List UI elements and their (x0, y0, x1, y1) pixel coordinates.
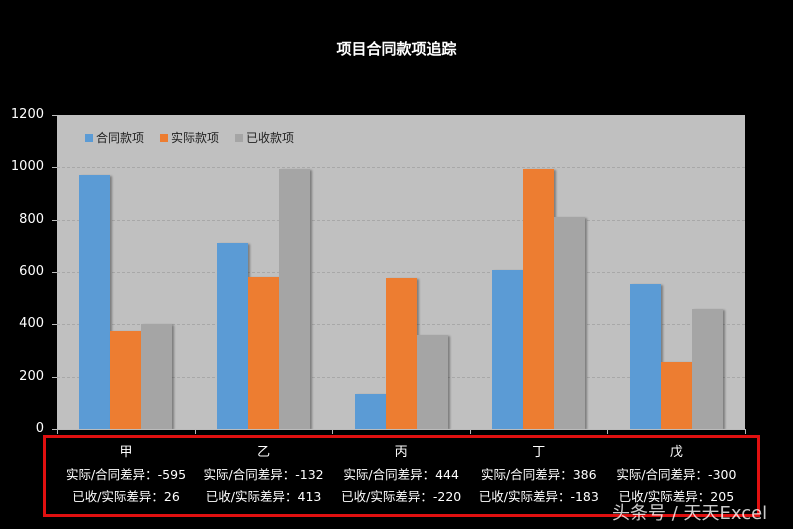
legend-label: 合同款项 (96, 131, 145, 145)
difference-annotation: 已收/实际差异：413 (205, 489, 322, 504)
y-tick-label: 200 (19, 368, 44, 384)
gridline (57, 167, 745, 169)
x-tick-mark (745, 429, 746, 434)
category-column: 丙实际/合同差异：444 已收/实际差异：-220 (332, 442, 470, 508)
legend-item: 合同款项 (85, 129, 144, 146)
category-column: 乙实际/合同差异：-132 已收/实际差异：413 (195, 442, 333, 508)
bar-丁-合同款项 (492, 269, 524, 429)
bar-甲-已收款项 (141, 324, 173, 429)
legend-swatch-icon (85, 133, 93, 142)
x-tick-mark (607, 429, 609, 434)
y-tick-label: 800 (19, 211, 44, 227)
x-category-label: 丁 (532, 445, 546, 460)
category-column: 丁实际/合同差异：386 已收/实际差异：-183 (470, 442, 608, 508)
difference-annotation: 实际/合同差异：386 (481, 467, 597, 482)
difference-annotation: 实际/合同差异：-300 (616, 467, 737, 482)
bar-戊-已收款项 (691, 308, 723, 429)
x-category-label: 戊 (669, 445, 683, 460)
bar-丙-已收款项 (416, 335, 448, 429)
x-axis-line (57, 429, 745, 430)
legend-swatch-icon (160, 133, 169, 142)
x-tick-mark (194, 429, 196, 434)
x-tick-mark (332, 429, 334, 434)
y-tick-label: 1200 (10, 107, 44, 122)
legend-item: 实际款项 (160, 129, 219, 146)
bar-丁-已收款项 (554, 216, 586, 429)
legend-item: 已收款项 (235, 129, 294, 146)
plot-area: 合同款项 实际款项 已收款项 (57, 115, 745, 429)
y-tick-mark (52, 115, 57, 116)
chart-title: 项目合同款项追踪 (336, 40, 457, 58)
x-category-label: 乙 (257, 445, 271, 460)
y-tick-label: 0 (35, 421, 44, 436)
difference-annotation: 已收/实际差异：-183 (478, 489, 599, 504)
difference-annotation: 实际/合同差异：-595 (65, 467, 187, 482)
difference-annotation: 已收/实际差异：205 (618, 489, 735, 504)
x-category-label: 丙 (394, 445, 408, 460)
x-tick-mark (57, 429, 58, 434)
bar-甲-合同款项 (79, 175, 111, 429)
y-tick-mark (52, 272, 57, 273)
y-tick-mark (52, 429, 57, 430)
x-category-label: 甲 (119, 445, 133, 460)
bar-乙-合同款项 (216, 242, 248, 429)
difference-annotation: 已收/实际差异：-220 (341, 489, 462, 504)
category-column: 甲实际/合同差异：-595 已收/实际差异：26 (57, 442, 195, 508)
category-column: 戊实际/合同差异：-300 已收/实际差异：205 (607, 442, 745, 508)
y-tick-label: 1000 (10, 159, 44, 175)
bar-乙-实际款项 (247, 277, 279, 429)
legend: 合同款项 实际款项 已收款项 (85, 129, 294, 146)
difference-annotation: 实际/合同差异：-132 (203, 467, 324, 482)
y-tick-label: 600 (19, 264, 44, 279)
legend-label: 实际款项 (171, 131, 220, 145)
watermark: 头条号 / 天天Excel (612, 503, 768, 524)
bar-戊-实际款项 (660, 362, 692, 429)
x-tick-mark (469, 429, 471, 434)
bar-甲-实际款项 (110, 330, 142, 429)
gridline (57, 219, 745, 221)
y-tick-mark (52, 376, 57, 378)
bar-乙-已收款项 (278, 169, 310, 429)
legend-swatch-icon (235, 133, 244, 142)
legend-label: 已收款项 (246, 131, 295, 145)
y-tick-mark (52, 167, 57, 169)
y-tick-mark (52, 219, 57, 221)
annotation-highlight-box (43, 435, 760, 517)
bar-戊-合同款项 (629, 283, 661, 429)
y-tick-mark (52, 324, 57, 326)
bar-丁-实际款项 (523, 168, 555, 429)
y-tick-label: 400 (19, 316, 44, 332)
difference-annotation: 已收/实际差异：26 (72, 489, 180, 504)
bar-丙-实际款项 (385, 277, 417, 429)
gridline (57, 272, 745, 273)
bar-丙-合同款项 (354, 393, 386, 429)
difference-annotation: 实际/合同差异：444 (343, 467, 459, 482)
